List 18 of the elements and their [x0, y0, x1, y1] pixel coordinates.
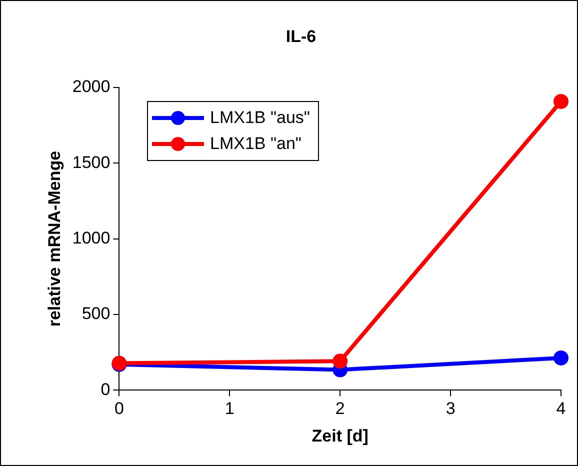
- legend-label: LMX1B "an": [210, 134, 302, 154]
- point: [332, 354, 348, 369]
- x-tick-label: 2: [335, 399, 345, 418]
- x-tick-label: 0: [114, 399, 124, 418]
- x-tick-label: 3: [446, 399, 456, 418]
- legend-label: LMX1B "aus": [210, 108, 310, 128]
- chart-title: IL-6: [286, 26, 316, 46]
- x-axis-title: Zeit [d]: [312, 426, 368, 446]
- y-tick-label: 1000: [72, 228, 110, 248]
- point: [554, 94, 568, 109]
- y-tick-label: 1500: [72, 152, 110, 172]
- y-tick-label: 0: [100, 380, 110, 399]
- y-tick-label: 2000: [72, 77, 110, 96]
- y-tick-label: 500: [82, 304, 110, 324]
- point: [554, 350, 568, 366]
- y-axis-title: relative mRNA-Menge: [44, 150, 64, 327]
- x-tick-label: 4: [556, 399, 566, 418]
- x-tick-label: 1: [224, 399, 234, 418]
